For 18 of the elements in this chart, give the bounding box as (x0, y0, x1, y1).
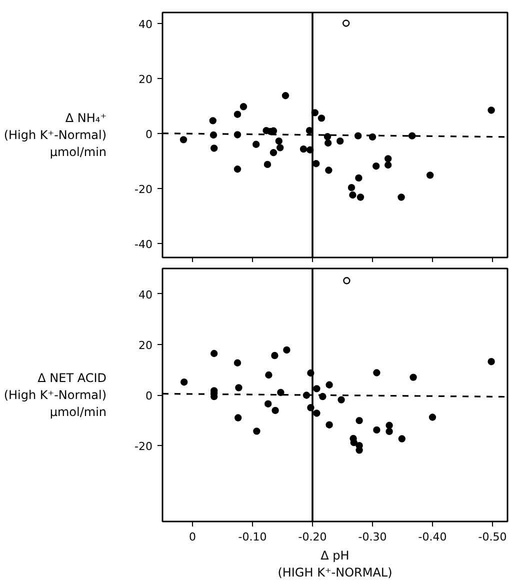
y-tick-label: 40 (138, 18, 153, 32)
x-tick-label: -0.10 (238, 530, 267, 544)
y-tick-label: 0 (146, 390, 152, 402)
x-tick-label: -0.40 (418, 530, 447, 544)
x-tick-label: 0 (189, 530, 196, 544)
y-tick-label: -20 (134, 183, 152, 196)
y-tick-label: -20 (134, 440, 152, 454)
y-tick-label: 0 (146, 128, 152, 142)
y-axis-title: Δ NH₄⁺ (High K⁺-Normal) μmol/min (4, 111, 107, 159)
x-tick-label: -0.20 (298, 530, 327, 544)
y-tick-label: 20 (138, 73, 153, 86)
y-tick-label: -40 (134, 238, 152, 252)
y-tick-label: 20 (138, 338, 153, 352)
x-tick-label: -0.50 (478, 530, 507, 544)
y-axis-title: Δ NET ACID (High K⁺-Normal) μmol/min (4, 371, 107, 419)
y-tick-label: 40 (138, 288, 153, 302)
x-axis-title: Δ pH (HIGH K⁺-NORMAL) (278, 548, 392, 580)
x-tick-label: -0.30 (358, 530, 387, 544)
